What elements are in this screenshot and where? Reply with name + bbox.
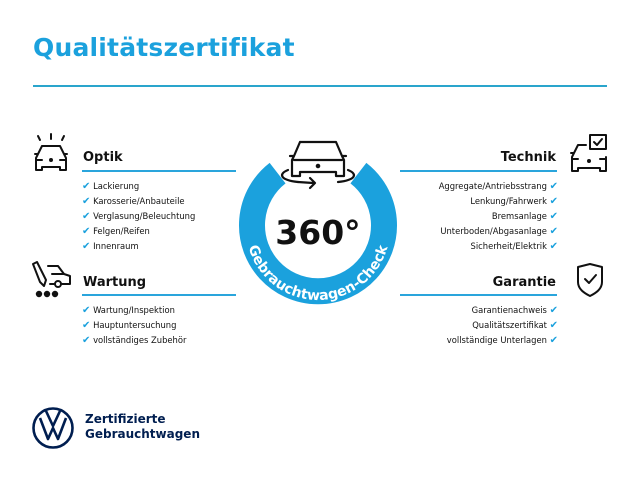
list-item: Lenkung/Fahrwerk ✔ <box>470 196 558 207</box>
list-item: Garantienachweis ✔ <box>471 305 558 316</box>
check-icon: ✔ <box>549 335 558 346</box>
list-garantie: Garantienachweis ✔ Qualitätszertifikat ✔… <box>447 303 558 348</box>
list-item: ✔ Verglasung/Beleuchtung <box>82 211 196 222</box>
check-icon: ✔ <box>82 181 91 192</box>
list-item: Unterboden/Abgasanlage ✔ <box>440 226 558 237</box>
check-icon: ✔ <box>549 241 558 252</box>
check-icon: ✔ <box>549 181 558 192</box>
check-icon: ✔ <box>549 305 558 316</box>
vw-logo <box>32 407 74 449</box>
brand-name: Zertifizierte Gebrauchtwagen <box>85 412 200 442</box>
car-lights-icon <box>34 133 68 171</box>
list-item: ✔ Felgen/Reifen <box>82 226 150 237</box>
car-service-tools-icon <box>32 261 71 298</box>
list-wartung: ✔ Wartung/Inspektion ✔ Hauptuntersuchung… <box>82 303 186 348</box>
list-item: ✔ Lackierung <box>82 181 140 192</box>
list-item: ✔ Innenraum <box>82 241 139 252</box>
list-technik: Aggregate/Antriebsstrang ✔ Lenkung/Fahrw… <box>439 179 558 254</box>
brand-line-2: Gebrauchtwagen <box>85 427 200 441</box>
check-icon: ✔ <box>82 226 91 237</box>
list-item: ✔ vollständiges Zubehör <box>82 335 187 346</box>
check-icon: ✔ <box>549 196 558 207</box>
check-icon: ✔ <box>549 211 558 222</box>
list-item: Qualitätszertifikat ✔ <box>472 320 558 331</box>
brand-line-1: Zertifizierte <box>85 412 166 426</box>
section-divider-technik <box>400 170 557 172</box>
list-item: ✔ Wartung/Inspektion <box>82 305 175 316</box>
check-icon: ✔ <box>82 196 91 207</box>
list-item: Aggregate/Antriebsstrang ✔ <box>438 181 558 192</box>
check-icon: ✔ <box>82 305 91 316</box>
check-icon: ✔ <box>82 211 91 222</box>
list-item: Bremsanlage ✔ <box>491 211 558 222</box>
shield-check-icon <box>577 263 603 297</box>
check-icon: ✔ <box>549 320 558 331</box>
list-item: ✔ Karosserie/Anbauteile <box>82 196 185 207</box>
list-item: vollständige Unterlagen ✔ <box>446 335 558 346</box>
center-value: 360° <box>275 213 360 252</box>
section-heading-technik: Technik <box>500 150 556 165</box>
check-icon: ✔ <box>549 226 558 237</box>
section-divider-optik <box>82 170 236 172</box>
section-divider-wartung <box>82 294 236 296</box>
car-rotate-icon <box>280 140 356 190</box>
check-icon: ✔ <box>82 320 91 331</box>
check-icon: ✔ <box>82 241 91 252</box>
check-icon: ✔ <box>82 335 91 346</box>
gebrauchtwagen-check-badge: 360° Gebrauchtwagen-Check <box>239 140 397 305</box>
section-heading-wartung: Wartung <box>83 275 147 290</box>
section-divider-garantie <box>400 294 557 296</box>
section-heading-garantie: Garantie <box>492 275 556 290</box>
car-checkbox-icon <box>570 134 607 172</box>
list-optik: ✔ Lackierung ✔ Karosserie/Anbauteile ✔ V… <box>82 179 195 254</box>
ring-arc <box>239 162 397 305</box>
section-heading-optik: Optik <box>83 150 123 165</box>
list-item: ✔ Hauptuntersuchung <box>82 320 177 331</box>
list-item: Sicherheit/Elektrik ✔ <box>470 241 558 252</box>
title-divider <box>33 85 607 87</box>
page-title: Qualitätszertifikat <box>33 33 295 62</box>
